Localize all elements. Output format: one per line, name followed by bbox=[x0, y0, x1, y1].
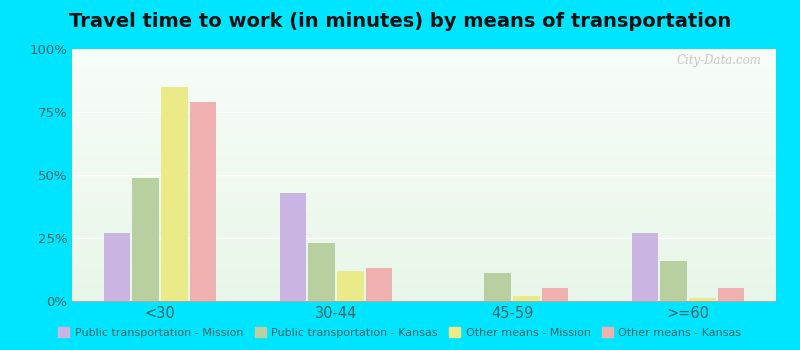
Bar bbox=[661, 261, 687, 301]
Text: Travel time to work (in minutes) by means of transportation: Travel time to work (in minutes) by mean… bbox=[69, 12, 731, 31]
Legend: Public transportation - Mission, Public transportation - Kansas, Other means - M: Public transportation - Mission, Public … bbox=[54, 323, 746, 343]
Bar bbox=[337, 271, 363, 301]
Bar bbox=[280, 193, 306, 301]
Bar bbox=[632, 233, 658, 301]
Bar bbox=[542, 288, 568, 301]
Bar bbox=[104, 233, 130, 301]
Bar bbox=[309, 243, 335, 301]
Text: City-Data.com: City-Data.com bbox=[677, 54, 762, 67]
Bar bbox=[366, 268, 392, 301]
Bar bbox=[513, 296, 539, 301]
Bar bbox=[133, 177, 159, 301]
Bar bbox=[689, 299, 715, 301]
Bar bbox=[190, 102, 216, 301]
Bar bbox=[161, 87, 187, 301]
Bar bbox=[718, 288, 744, 301]
Bar bbox=[485, 273, 511, 301]
